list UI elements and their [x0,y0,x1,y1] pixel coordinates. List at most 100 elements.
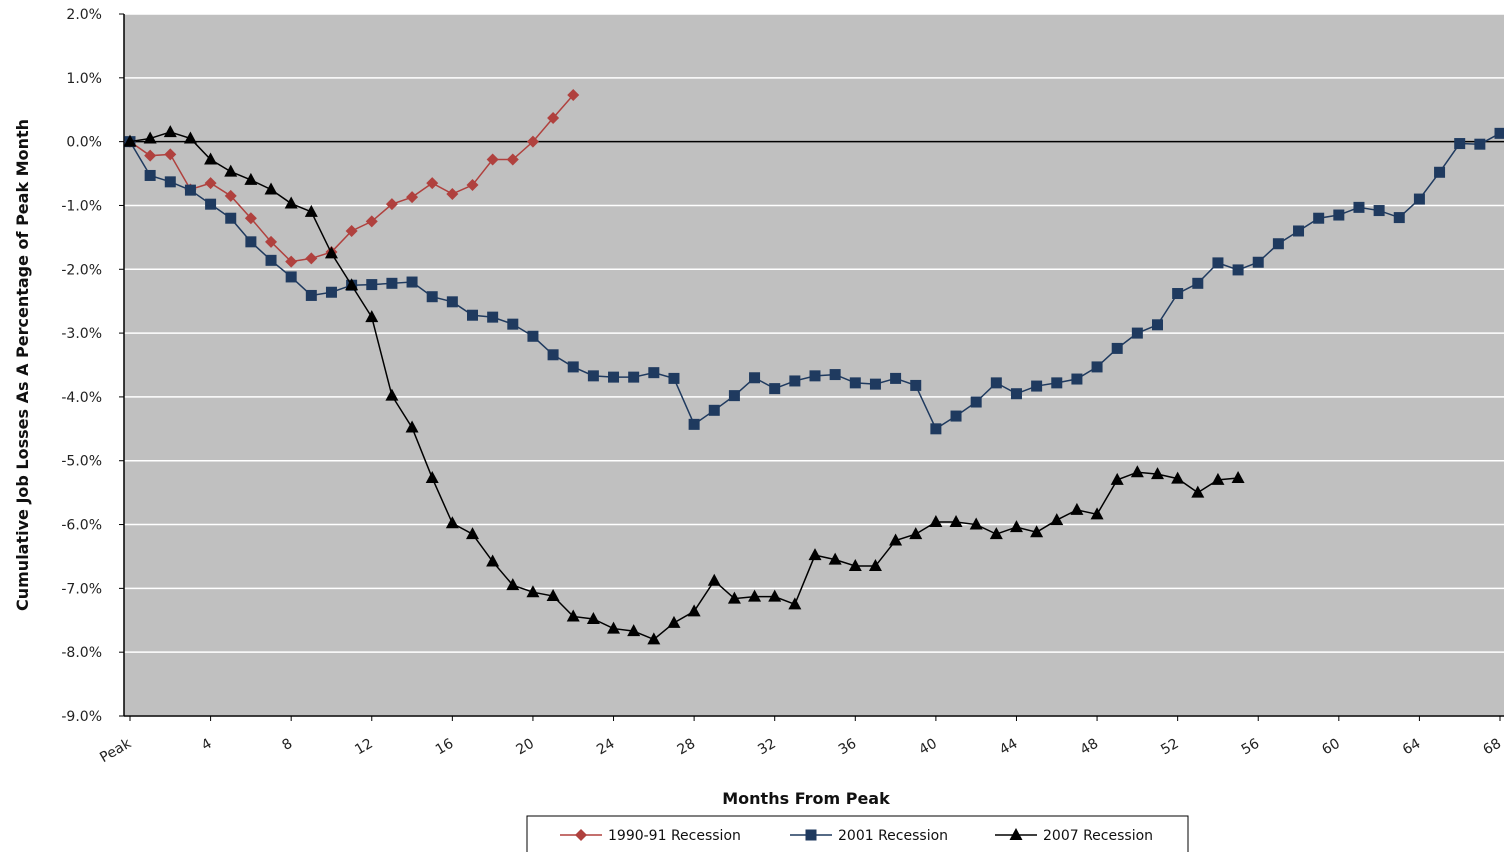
y-axis-title: Cumulative Job Losses As A Percentage of… [13,119,32,611]
data-point-triangle [204,152,218,165]
data-point-square [386,277,398,289]
x-tick-label: 44 [997,736,1021,759]
data-point-square [950,410,962,422]
data-point-triangle [1231,470,1245,483]
x-tick-label: 48 [1078,736,1101,759]
data-point-diamond [547,112,560,125]
data-point-diamond [466,179,479,192]
data-point-diamond [567,89,580,102]
y-tick-label: -5.0% [61,454,102,470]
data-point-diamond [244,212,257,225]
data-point-square [305,289,317,301]
data-point-square [446,296,458,308]
data-point-triangle [466,527,479,540]
data-point-square [688,418,700,430]
y-tick-label: -8.0% [61,645,102,661]
data-point-square [1454,138,1466,150]
data-point-square [869,378,881,390]
data-point-square [805,829,817,841]
y-tick-label: 2.0% [66,7,102,23]
x-tick-label: 4 [199,736,215,754]
x-tick-label: 60 [1319,736,1342,759]
data-point-triangle [707,573,721,586]
data-point-triangle [1009,520,1023,533]
y-tick-label: -3.0% [61,326,102,342]
data-point-square [285,271,297,283]
y-tick-label: -7.0% [61,581,102,597]
data-point-triangle [969,517,983,530]
y-tick-label: -4.0% [61,390,102,406]
axes [123,14,1504,717]
data-point-square [1474,138,1486,150]
y-axis-ticks: 2.0% 1.0% 0.0% -1.0% -2.0% -3.0% -4.0% -5.0% -6.… [61,7,124,725]
series-group [123,89,1504,645]
x-tick-label: 68 [1481,736,1504,759]
data-point-square [184,184,196,196]
legend-item: 2001 Recession [790,828,948,844]
data-point-triangle [586,611,600,624]
data-point-diamond [406,191,419,204]
data-point-square [769,383,781,395]
legend-box [526,815,1189,852]
data-point-square [1131,327,1143,339]
data-point-triangle [1211,472,1225,485]
data-point-square [205,198,217,210]
data-point-triangle [163,125,177,138]
data-point-triangle [607,621,621,634]
data-point-square [1413,193,1425,205]
data-point-diamond [446,187,459,200]
data-point-triangle [848,559,862,572]
data-point-square [930,423,942,435]
y-tick-label: -2.0% [61,262,102,278]
data-point-triangle [727,591,741,604]
x-tick-label: 16 [433,736,457,759]
data-point-triangle [365,310,379,323]
data-point-triangle [1070,502,1084,515]
data-point-square [789,375,801,387]
y-tick-label: 1.0% [66,71,102,87]
data-point-triangle [183,131,197,144]
data-point-square [1293,225,1305,237]
data-point-triangle [808,548,822,561]
data-point-square [1111,342,1123,354]
data-point-square [1494,127,1504,139]
data-point-triangle [627,624,641,637]
data-point-diamond [204,177,217,190]
data-point-diamond [575,829,587,841]
data-point-triangle [1151,467,1164,480]
data-point-square [1212,257,1224,269]
data-point-square [1373,205,1385,217]
data-point-square [628,371,640,383]
data-point-square [990,377,1002,389]
data-point-triangle [949,514,963,527]
data-point-square [1393,212,1405,224]
data-point-triangle [868,559,882,572]
data-point-triangle [667,615,681,628]
y-tick-label: -9.0% [61,709,102,725]
x-tick-label: 8 [279,736,295,754]
x-axis-ticks: Peak 4 8 12 16 20 24 28 32 36 40 44 48 52 56 60 64 68 [97,716,1504,766]
data-point-square [547,349,559,361]
data-point-square [708,404,720,416]
data-point-triangle [405,420,419,433]
data-point-square [1152,319,1163,331]
data-point-triangle [1130,465,1144,478]
data-point-diamond [526,135,539,148]
data-point-square [849,377,861,389]
data-point-square [1252,256,1264,268]
data-point-triangle [284,196,298,209]
data-point-square [809,370,821,382]
data-point-triangle [1191,485,1205,498]
x-tick-label: 64 [1400,736,1424,759]
data-point-diamond [224,189,237,202]
data-point-triangle [486,554,500,567]
x-tick-label: 40 [916,736,939,759]
data-point-diamond [345,224,358,237]
data-point-triangle [989,527,1003,540]
x-tick-label: Peak [97,735,135,766]
data-point-square [1313,212,1325,224]
x-tick-label: 12 [352,736,375,759]
data-point-triangle [385,388,399,401]
data-point-triangle [1009,828,1023,840]
data-point-triangle [445,516,459,529]
